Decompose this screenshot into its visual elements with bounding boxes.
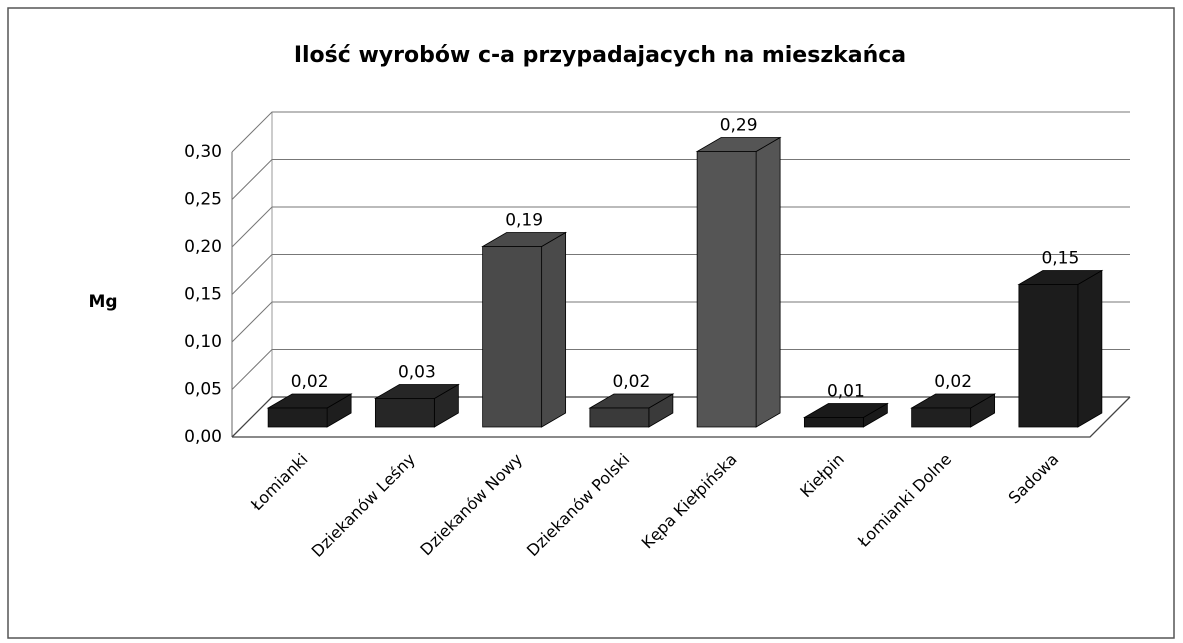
bar-front xyxy=(482,246,543,428)
bar-front xyxy=(1018,284,1079,428)
y-tick-label: 0,10 xyxy=(184,332,222,352)
grid-line xyxy=(231,111,1130,153)
bar xyxy=(910,393,997,428)
data-label: 0,29 xyxy=(720,116,758,136)
y-tick-label: 0,30 xyxy=(184,142,222,162)
bar-front xyxy=(374,398,435,428)
bar-side xyxy=(755,136,781,428)
bar xyxy=(373,383,460,428)
y-tick-label: 0,20 xyxy=(184,237,222,257)
data-label: 0,02 xyxy=(612,372,650,392)
bar-side xyxy=(1077,269,1103,428)
chart-frame xyxy=(7,7,1175,639)
bar-front xyxy=(803,417,864,428)
grid-line xyxy=(231,254,1130,295)
data-label: 0,02 xyxy=(934,372,972,392)
bar xyxy=(266,393,353,428)
data-label: 0,19 xyxy=(505,211,543,231)
chart-title: Ilość wyrobów c-a przypadajacych na mies… xyxy=(294,43,906,68)
floor-edge xyxy=(232,396,1131,438)
bar xyxy=(802,402,889,428)
y-tick-label: 0,05 xyxy=(184,380,222,400)
data-label: 0,01 xyxy=(827,382,865,402)
bar xyxy=(695,136,782,428)
y-tick-label: 0,15 xyxy=(184,285,222,305)
bar-front xyxy=(911,407,972,428)
grid-line xyxy=(231,301,1130,343)
bar-side xyxy=(541,231,567,428)
grid-line xyxy=(231,349,1130,390)
data-label: 0,15 xyxy=(1041,249,1079,269)
grid-line xyxy=(231,206,1130,248)
bar xyxy=(481,231,568,428)
bar-front xyxy=(589,407,650,428)
data-label: 0,02 xyxy=(291,372,329,392)
y-tick-label: 0,00 xyxy=(184,427,222,447)
y-tick-label: 0,25 xyxy=(184,190,222,210)
bar xyxy=(588,393,675,428)
data-label: 0,03 xyxy=(398,363,436,383)
bar-front xyxy=(267,407,328,428)
grid-line xyxy=(231,159,1130,200)
bar xyxy=(1017,269,1104,428)
grid-line xyxy=(231,396,1130,438)
bar-front xyxy=(696,151,757,428)
y-axis-label: Mg xyxy=(88,292,117,312)
